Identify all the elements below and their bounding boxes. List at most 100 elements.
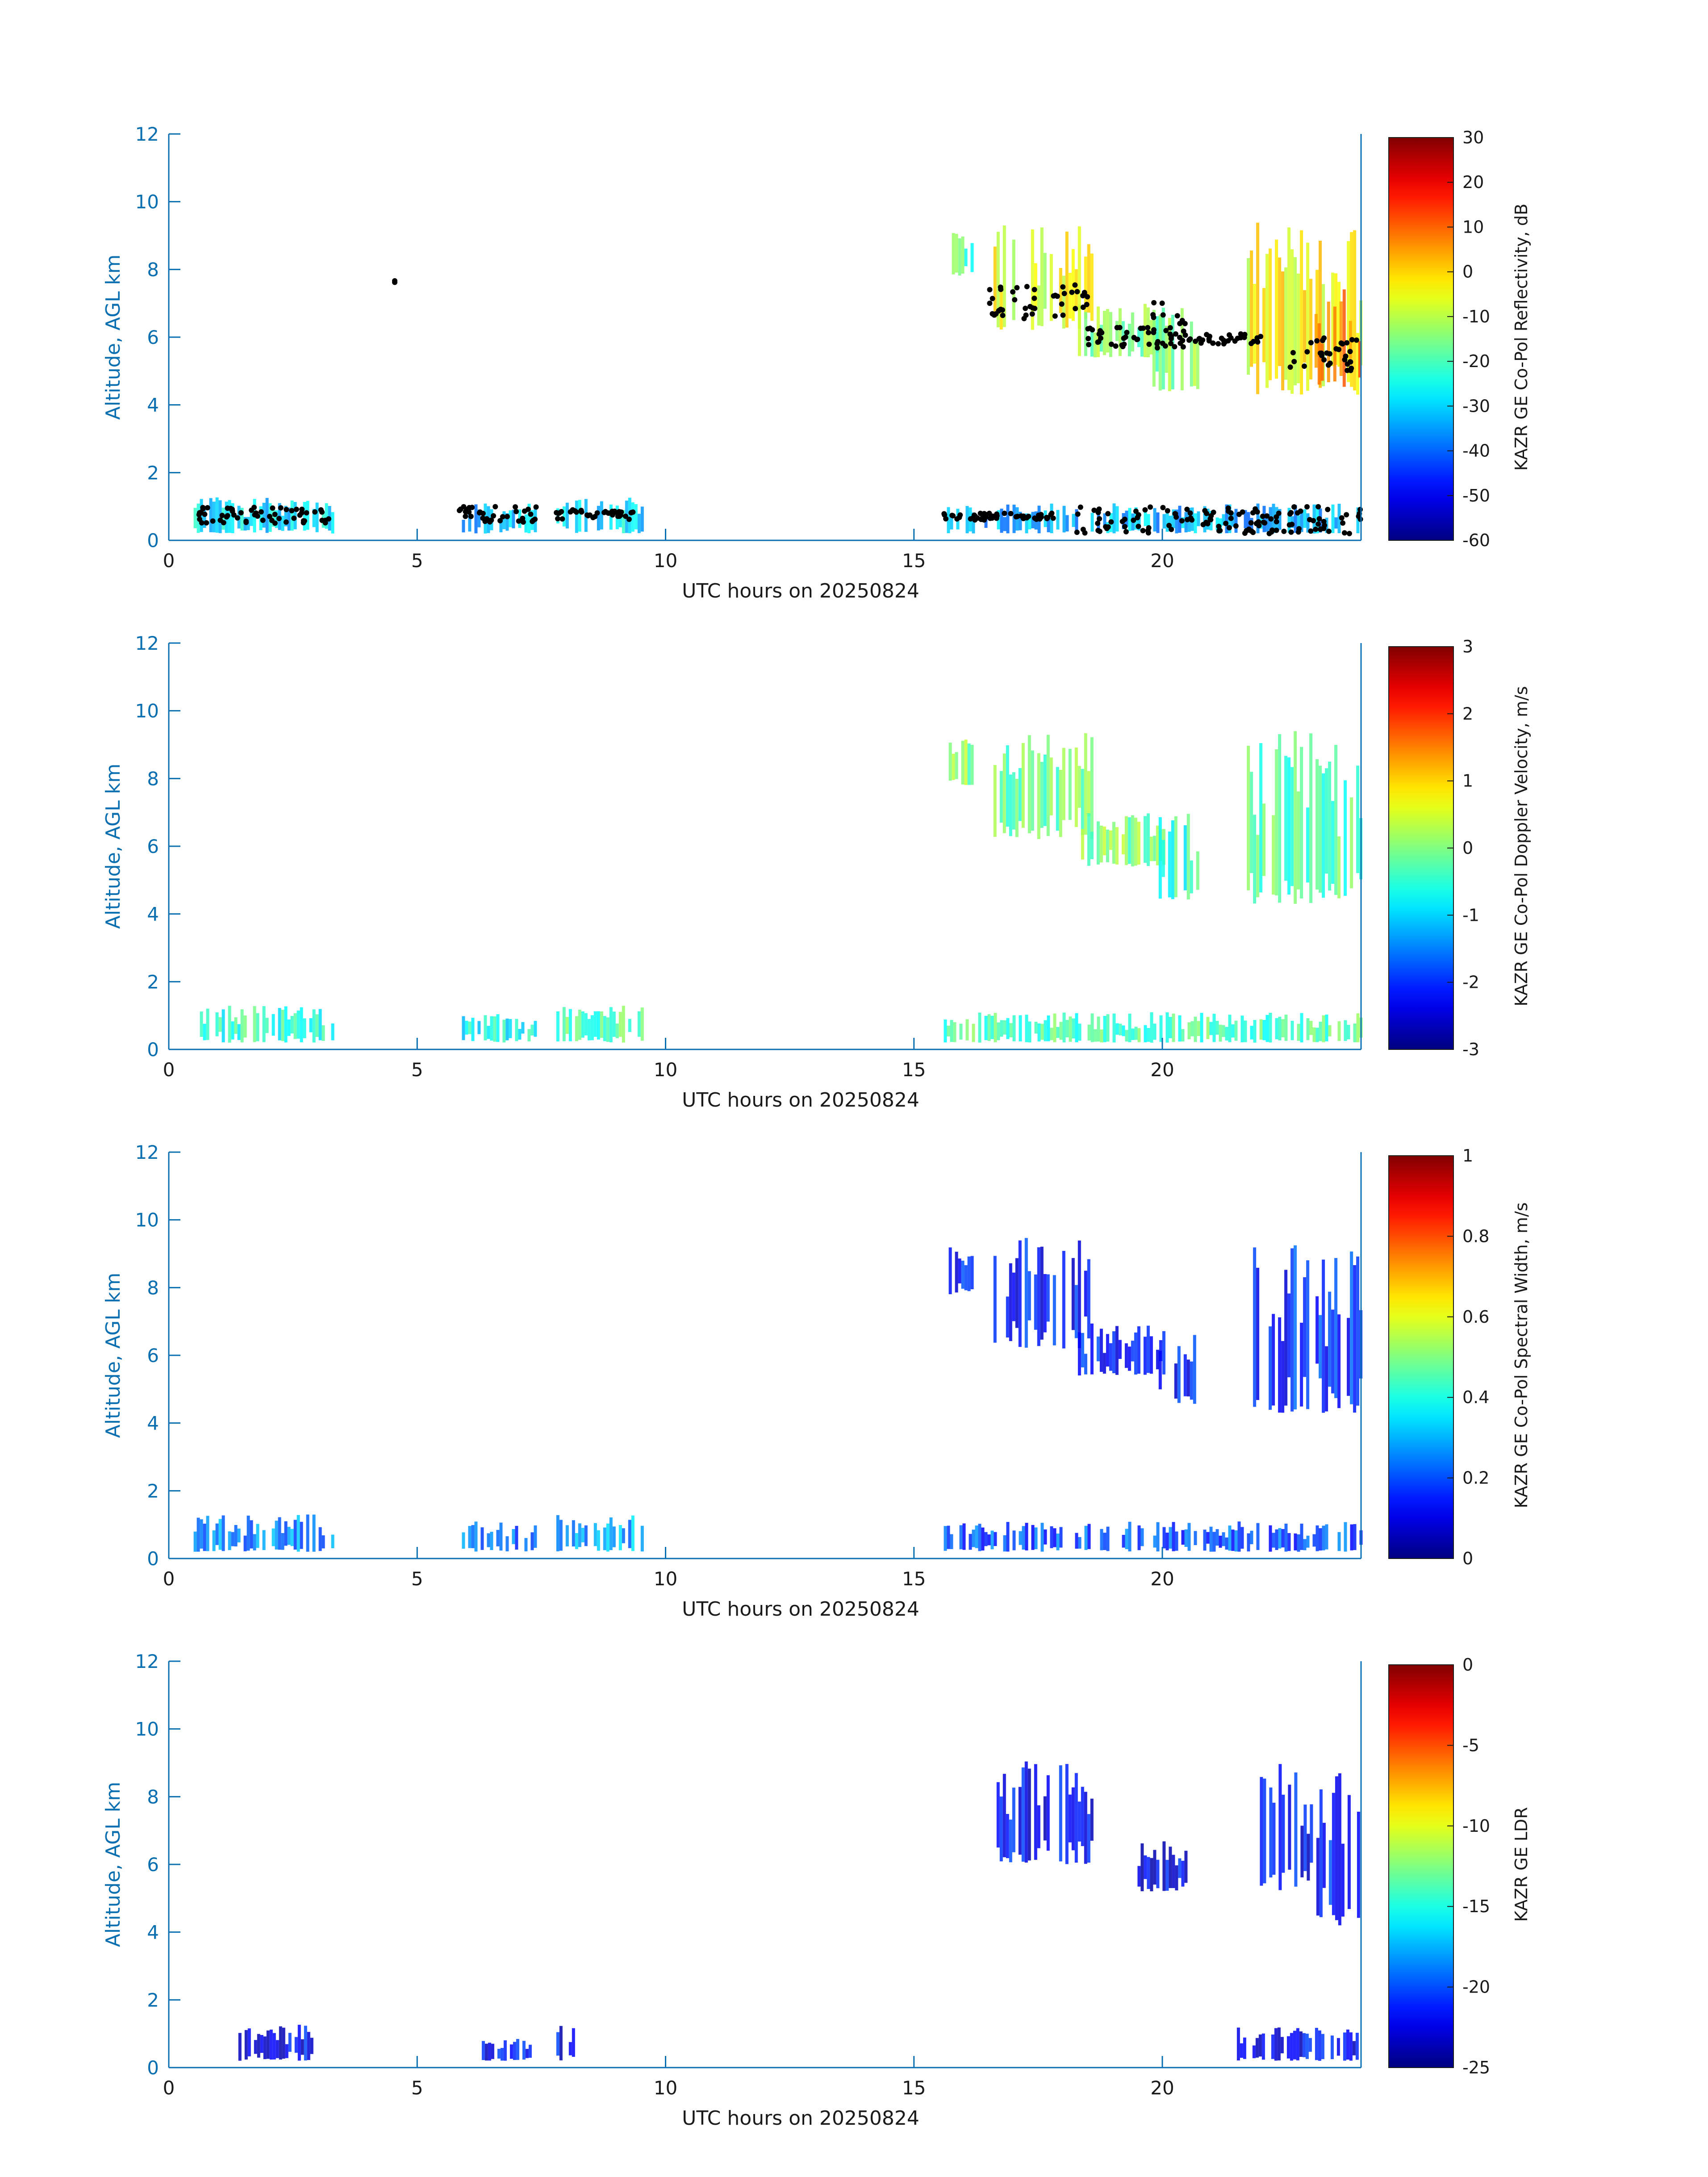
- data-cell: [631, 1515, 635, 1551]
- data-cell: [612, 1526, 616, 1547]
- data-cell: [1287, 1293, 1291, 1378]
- data-cell: [1115, 827, 1119, 865]
- x-tick-label: 20: [1150, 1568, 1174, 1590]
- data-cell: [516, 2039, 519, 2060]
- data-cell: [1190, 1361, 1193, 1400]
- data-cell: [1065, 231, 1069, 328]
- data-cell: [993, 1256, 997, 1343]
- data-cell: [1349, 2032, 1353, 2061]
- cloud-base-point: [497, 518, 503, 523]
- data-cell: [964, 1265, 968, 1291]
- data-cell: [1190, 860, 1193, 894]
- cloud-base-point: [1117, 325, 1123, 330]
- data-cell: [1206, 1017, 1210, 1039]
- data-cell: [1090, 328, 1094, 357]
- cloud-base-point: [319, 509, 325, 515]
- cloud-base-point: [1228, 510, 1234, 516]
- y-tick-label: 0: [147, 2057, 159, 2079]
- data-cell: [1190, 1021, 1194, 1036]
- data-cell: [1134, 818, 1137, 866]
- data-cell: [1186, 1359, 1190, 1397]
- data-cell: [1358, 341, 1361, 378]
- data-cell: [1336, 2038, 1340, 2056]
- data-cell: [237, 1024, 241, 1040]
- data-cell: [1162, 1527, 1166, 1549]
- cloud-base-point: [1146, 341, 1152, 347]
- cloud-base-point: [1060, 284, 1066, 290]
- data-cell: [1012, 1015, 1016, 1041]
- data-cell: [958, 1258, 961, 1283]
- cloud-base-point: [1185, 517, 1190, 522]
- cloud-base-point: [1012, 297, 1018, 303]
- cloud-base-point: [1095, 527, 1101, 533]
- cloud-base-point: [230, 506, 235, 512]
- data-cell: [1044, 1020, 1047, 1041]
- colorbar-tick-label: -25: [1462, 2058, 1490, 2077]
- data-cell: [1012, 1530, 1016, 1550]
- data-cell: [193, 1531, 197, 1552]
- data-cell: [1328, 1025, 1332, 1036]
- cloud-base-point: [1347, 349, 1353, 355]
- colorbar-tick-label: 10: [1462, 217, 1484, 237]
- data-cell: [1262, 1020, 1266, 1040]
- data-cell: [990, 1015, 994, 1039]
- data-cell: [1269, 1012, 1272, 1043]
- data-cell: [512, 510, 515, 529]
- cloud-base-point: [1031, 287, 1037, 292]
- data-cell: [1137, 1028, 1141, 1042]
- data-cell: [1275, 1018, 1278, 1040]
- data-cell: [1153, 836, 1156, 861]
- x-tick-label: 15: [902, 2077, 926, 2099]
- cloud-base-point: [1091, 507, 1097, 513]
- data-cell: [950, 1020, 953, 1042]
- x-tick-label: 10: [654, 1059, 677, 1081]
- cloud-base-point: [1291, 504, 1297, 510]
- x-tick-label: 15: [902, 1059, 926, 1081]
- data-cell: [1025, 513, 1028, 534]
- data-cell: [1012, 1788, 1015, 1852]
- y-tick-label: 10: [135, 1718, 159, 1740]
- data-cell: [331, 1023, 334, 1040]
- data-cell: [253, 1006, 256, 1042]
- data-cell: [1087, 1259, 1090, 1339]
- data-cell: [1143, 1337, 1147, 1375]
- cloud-base-point: [987, 301, 993, 306]
- colorbar-tick-label: -30: [1462, 396, 1490, 416]
- data-cell: [970, 744, 974, 785]
- x-tick-label: 20: [1150, 1059, 1174, 1081]
- y-tick-label: 2: [147, 1989, 159, 2011]
- cloud-base-point: [1288, 529, 1294, 535]
- data-cell: [1181, 1029, 1185, 1042]
- data-cell: [600, 1011, 603, 1038]
- data-cell: [1206, 1532, 1210, 1544]
- colorbar-tick-label: -50: [1462, 486, 1490, 506]
- data-cell: [496, 1529, 500, 1546]
- data-cell: [1300, 510, 1303, 532]
- cloud-base-point: [461, 504, 467, 510]
- cloud-base-point: [1060, 312, 1066, 318]
- data-cell: [1077, 766, 1081, 808]
- cloud-base-point: [1318, 526, 1324, 532]
- data-cell: [568, 2042, 572, 2056]
- data-cell: [1156, 512, 1160, 533]
- y-tick-label: 4: [147, 394, 159, 416]
- cloud-base-point: [1255, 339, 1261, 345]
- data-cell: [203, 1524, 206, 1551]
- data-cell: [1131, 1341, 1134, 1362]
- data-cell: [284, 1006, 288, 1043]
- data-cell: [1338, 1773, 1341, 1926]
- data-cell: [1236, 2027, 1240, 2060]
- data-cell: [1006, 1522, 1010, 1552]
- cloud-base-point: [1268, 516, 1274, 522]
- colorbar-tick-label: 2: [1462, 704, 1473, 723]
- data-cell: [622, 1006, 625, 1043]
- y-tick-label: 6: [147, 1854, 159, 1876]
- y-tick-label: 6: [147, 326, 159, 348]
- data-cell: [1222, 514, 1225, 526]
- data-cell: [1065, 1020, 1069, 1037]
- data-cell: [950, 1534, 953, 1549]
- cloud-base-points: [196, 278, 1363, 536]
- cloud-base-point: [1251, 338, 1257, 344]
- data-cell: [1287, 1533, 1291, 1551]
- data-cell: [309, 1018, 313, 1032]
